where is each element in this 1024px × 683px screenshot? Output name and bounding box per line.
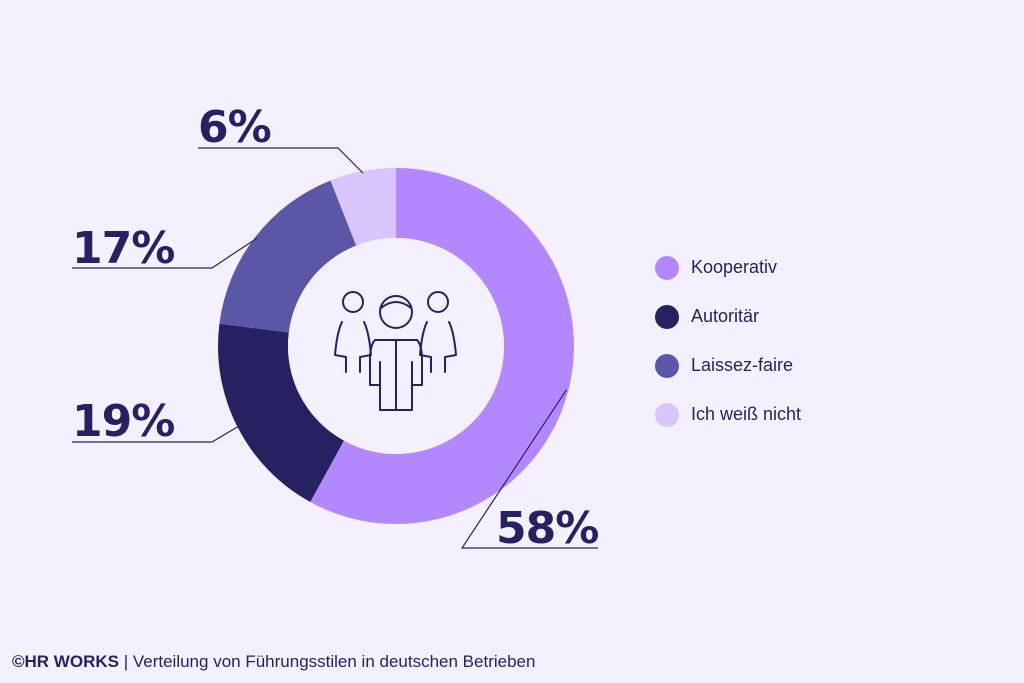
legend-label: Autoritär: [691, 306, 760, 326]
footer-separator: |: [118, 652, 133, 671]
leader-line-kooperativ: [460, 389, 598, 549]
data-label-autoritaer: 19%: [72, 396, 174, 447]
legend-item-laissez-faire: Laissez-faire: [655, 353, 801, 378]
leader-line-ich-weiss-nicht: [198, 147, 364, 174]
copyright-symbol: ©: [12, 652, 25, 671]
chart-legend: Kooperativ Autoritär Laissez-faire Ich w…: [655, 255, 801, 451]
donut-slice-ich-weiss-nicht: [330, 168, 396, 246]
legend-label: Laissez-faire: [691, 355, 794, 375]
donut-slice-kooperativ: [310, 168, 574, 524]
legend-swatch-autoritaer: [655, 304, 679, 329]
label-leader-lines: [72, 147, 598, 549]
footer-caption-text: Verteilung von Führungsstilen in deutsch…: [132, 652, 536, 671]
legend-swatch-laissez-faire: [655, 353, 679, 378]
legend-item-ich-weiss-nicht: Ich weiß nicht: [655, 402, 801, 427]
data-label-ich-weiss-nicht: 6%: [198, 102, 271, 153]
people-group-icon: [334, 291, 457, 411]
legend-swatch-kooperativ: [655, 255, 679, 280]
legend-item-kooperativ: Kooperativ: [655, 255, 801, 280]
donut-slices: [218, 168, 574, 524]
leader-line-autoritaer: [72, 425, 240, 443]
donut-slice-laissez-faire: [219, 180, 357, 333]
legend-label: Kooperativ: [691, 257, 778, 277]
legend-label: Ich weiß nicht: [691, 404, 802, 424]
data-label-laissez-faire: 17%: [72, 223, 174, 274]
legend-swatch-ich-weiss-nicht: [655, 402, 679, 427]
leader-line-laissez-faire: [72, 237, 258, 269]
data-label-kooperativ: 58%: [496, 503, 598, 554]
donut-slice-autoritaer: [218, 323, 344, 502]
footer-caption: ©HR WORKS | Verteilung von Führungsstile…: [12, 652, 535, 672]
legend-item-autoritaer: Autoritär: [655, 304, 801, 329]
brand-name: HR WORKS: [24, 652, 119, 671]
